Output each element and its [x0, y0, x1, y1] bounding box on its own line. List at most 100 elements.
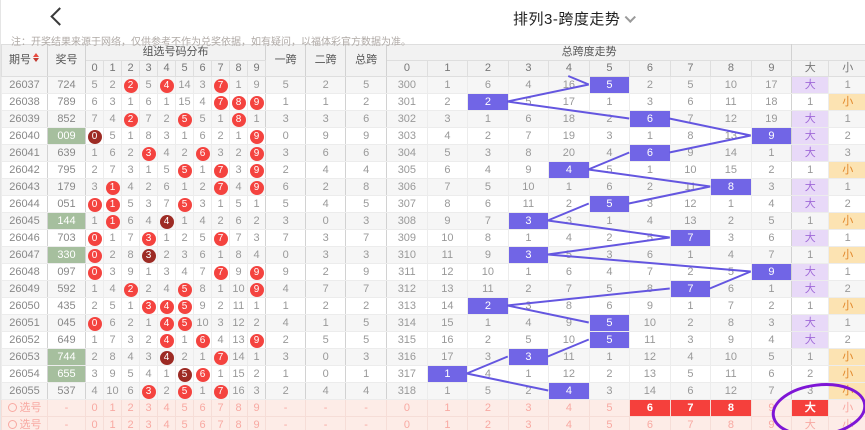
col-header-period[interactable]: 期号: [1, 44, 48, 77]
pick-span-digit[interactable]: 5: [588, 416, 631, 430]
pick-span-digit[interactable]: 0: [386, 416, 428, 430]
pick-span-digit[interactable]: 9: [750, 416, 793, 430]
pick-digit[interactable]: 0: [85, 416, 104, 430]
radio-icon[interactable]: [7, 403, 17, 412]
trend-cell: 9: [710, 331, 752, 349]
dist-cell: 2: [175, 229, 194, 247]
pick-digit[interactable]: 0: [85, 399, 104, 417]
pick-big-cell[interactable]: 大: [791, 416, 830, 430]
pick-digit[interactable]: 3: [139, 399, 158, 417]
period-cell: 26052: [1, 331, 48, 349]
pick-digit[interactable]: 5: [175, 416, 194, 430]
pick-span-digit[interactable]: 3: [507, 416, 550, 430]
small-cell: 1: [828, 178, 865, 196]
trend-cell: 1: [507, 229, 550, 247]
pick-digit[interactable]: 9: [246, 416, 267, 430]
pick-span-digit[interactable]: 8: [710, 399, 752, 417]
big-cell: 1: [791, 93, 830, 111]
dist-cell: 1: [121, 127, 140, 145]
trend-cell: 8: [548, 297, 590, 315]
pick-span-digit[interactable]: 8: [710, 416, 752, 430]
digit-circle: 2: [123, 79, 138, 93]
pick-digit[interactable]: 7: [211, 399, 230, 417]
pick-span-digit[interactable]: 6: [629, 416, 671, 430]
trend-cell: 8: [467, 229, 509, 247]
pick-span-digit[interactable]: 7: [669, 399, 712, 417]
pick-span-digit[interactable]: 6: [629, 399, 671, 417]
dist-cell: 9: [246, 263, 267, 281]
pick-span-digit[interactable]: 2: [467, 399, 509, 417]
small-cell: 小: [828, 348, 865, 366]
span-box: 5: [588, 314, 631, 332]
pick-small-cell[interactable]: 小: [828, 399, 865, 417]
dist-cell: 7: [193, 263, 212, 281]
pick-span-digit[interactable]: 0: [386, 399, 428, 417]
pick-digit[interactable]: 8: [229, 399, 248, 417]
trend-cell: 316: [386, 348, 428, 366]
pick-label-cell[interactable]: 选号: [1, 416, 48, 430]
pick-digit[interactable]: 1: [103, 399, 122, 417]
dist-cell: 2: [121, 144, 140, 162]
pick-digit[interactable]: 5: [175, 399, 194, 417]
digit-circle: 7: [213, 181, 228, 195]
dist-cell: 0: [85, 263, 104, 281]
pick-digit[interactable]: 6: [193, 399, 212, 417]
span-box: 1: [426, 365, 469, 383]
pick-digit[interactable]: 4: [157, 399, 176, 417]
pick-digit[interactable]: 3: [139, 416, 158, 430]
pick-span-digit[interactable]: 5: [588, 399, 631, 417]
span-value-cell: 3: [265, 144, 307, 162]
back-icon[interactable]: [51, 10, 64, 23]
dist-cell: 1: [211, 195, 230, 213]
pick-digit[interactable]: 9: [246, 399, 267, 417]
trend-cell: 11: [710, 365, 752, 383]
pick-span-digit[interactable]: 9: [750, 399, 793, 417]
trend-cell: 300: [386, 76, 428, 94]
prize-cell: 009: [47, 127, 86, 145]
pick-digit[interactable]: 2: [121, 416, 140, 430]
pick-digit[interactable]: 6: [193, 416, 212, 430]
trend-cell: 309: [386, 229, 428, 247]
radio-icon[interactable]: [7, 420, 17, 429]
pick-span-digit[interactable]: 1: [426, 416, 469, 430]
trend-cell: 2: [588, 229, 631, 247]
big-cell: 大: [791, 314, 830, 332]
pick-digit[interactable]: 8: [229, 416, 248, 430]
trend-cell: 5: [669, 76, 712, 94]
col-header-span-3: 3: [507, 60, 550, 77]
span-value-cell: 1: [265, 93, 307, 111]
dist-cell: 2: [246, 314, 267, 332]
table-row: 26053 744 2 8 4 3 4 2 1 7 14 1 3 0 3 316 17 3 3 11 1 12 4 10 5 1 小: [1, 348, 865, 366]
pick-digit[interactable]: 1: [103, 416, 122, 430]
trend-cell: 14: [426, 297, 469, 315]
trend-cell: 5: [507, 93, 550, 111]
dist-cell: 3: [103, 263, 122, 281]
trend-cell: 6: [426, 161, 469, 179]
prize-cell: 655: [47, 365, 86, 383]
dist-cell: 2: [121, 280, 140, 298]
pick-span-digit[interactable]: 1: [426, 399, 469, 417]
period-cell: 26045: [1, 212, 48, 230]
dist-cell: 6: [85, 93, 104, 111]
pick-big-cell[interactable]: 大: [791, 399, 830, 417]
pick-span-digit[interactable]: 7: [669, 416, 712, 430]
pick-small-cell[interactable]: 小: [828, 416, 865, 430]
sort-icon[interactable]: [33, 53, 40, 62]
dist-cell: 3: [139, 348, 158, 366]
dist-cell: 2: [246, 365, 267, 383]
pick-digit[interactable]: 4: [157, 416, 176, 430]
pick-digit[interactable]: 2: [121, 399, 140, 417]
dist-cell: 1: [85, 280, 104, 298]
pick-span-digit[interactable]: 4: [548, 399, 590, 417]
trend-cell: 11: [467, 280, 509, 298]
title-dropdown[interactable]: 排列3-跨度走势: [513, 8, 637, 29]
dist-cell: 3: [193, 76, 212, 94]
pick-span-digit[interactable]: 3: [507, 399, 550, 417]
span-box: 9: [750, 263, 793, 281]
pick-label-cell[interactable]: 选号: [1, 399, 48, 417]
pick-span-digit[interactable]: 4: [548, 416, 590, 430]
pick-span-digit[interactable]: 2: [467, 416, 509, 430]
pick-digit[interactable]: 7: [211, 416, 230, 430]
pick-prize-cell: -: [47, 399, 86, 417]
dist-cell: 1: [139, 314, 158, 332]
